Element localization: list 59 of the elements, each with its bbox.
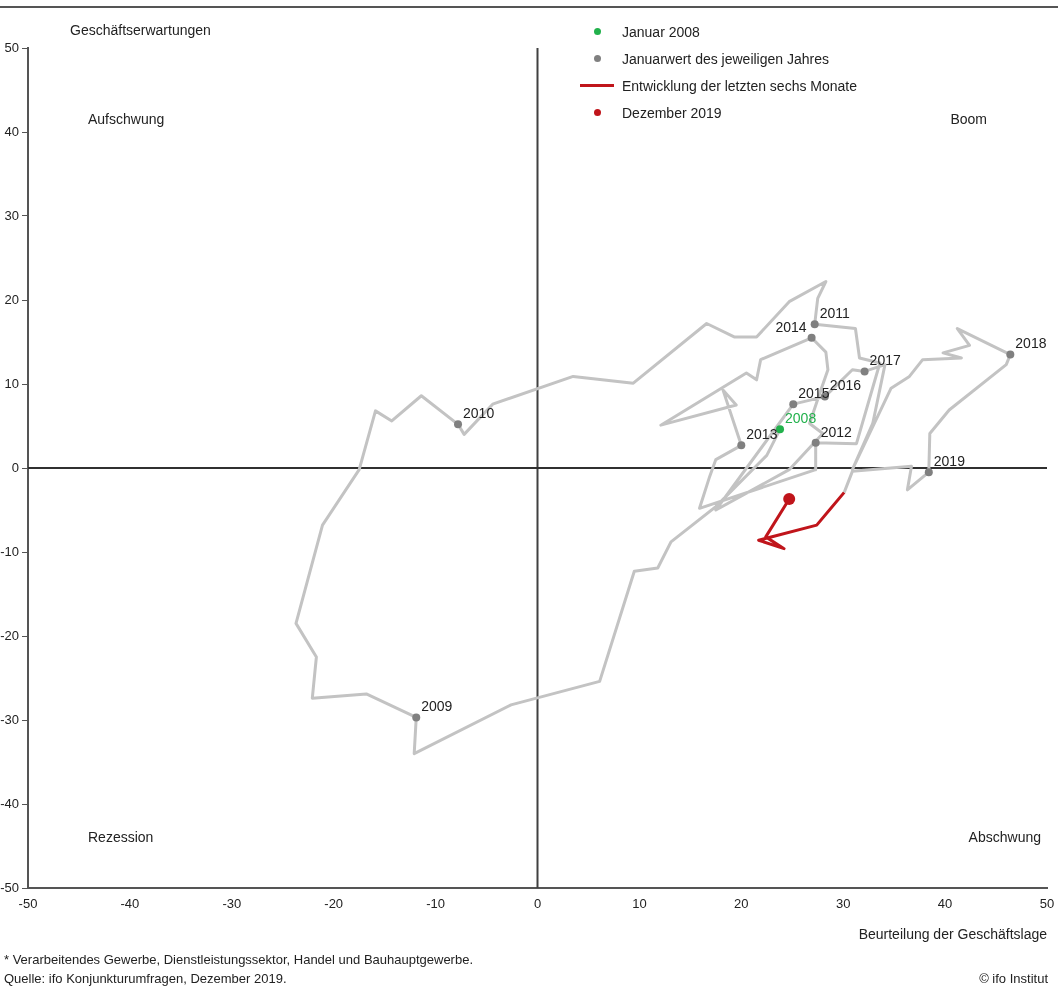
annotation: Aufschwung — [88, 110, 165, 127]
point — [860, 367, 869, 376]
x-tick-label: 10 — [632, 896, 647, 912]
y-tick-label: -30 — [0, 711, 19, 727]
annotation: Abschwung — [968, 828, 1041, 845]
text: © ifo Institut — [979, 970, 1048, 988]
legend-label: Entwicklung der letzten sechs Monate — [622, 77, 858, 94]
annotation: 2015 — [798, 385, 830, 402]
point — [789, 400, 798, 409]
y-tick-label: 40 — [4, 123, 19, 139]
annotation: 2017 — [869, 352, 901, 369]
point — [1006, 350, 1015, 359]
annotation: 2014 — [775, 318, 807, 335]
x-tick-label: -50 — [18, 896, 38, 912]
annotation: Rezession — [88, 828, 154, 845]
source-note: Quelle: ifo Konjunkturumfragen, Dezember 2019. — [4, 971, 287, 986]
text: * Verarbeitendes Gewerbe, Dienstleistungssektor, Handel und Bauhauptgewerbe. — [4, 951, 475, 969]
y-axis-title: Geschäftserwartungen — [70, 22, 211, 38]
legend-label: Januarwert des jeweiligen Jahres — [622, 50, 829, 67]
x-tick-label: 40 — [937, 896, 953, 912]
x-tick-label: -20 — [324, 896, 344, 912]
x-tick-label: -40 — [120, 896, 140, 912]
y-tick-label: -40 — [0, 795, 19, 811]
x-tick-label: 30 — [835, 896, 851, 912]
y-tick-label: 30 — [4, 207, 19, 223]
point — [737, 441, 746, 450]
annotation: 2013 — [746, 426, 778, 443]
y-tick-label: 10 — [4, 375, 19, 391]
annotation: 2018 — [1015, 335, 1047, 352]
point — [810, 320, 819, 329]
x-tick-label: 50 — [1039, 896, 1055, 912]
x-tick-label: 20 — [734, 896, 749, 912]
y-tick-label: -10 — [0, 543, 19, 559]
y-tick-label: -20 — [0, 627, 19, 643]
legend-label: Dezember 2019 — [622, 104, 722, 121]
annotation: 2019 — [933, 453, 966, 470]
point — [412, 713, 421, 722]
y-tick-label: 20 — [4, 291, 19, 307]
x-tick-label: 0 — [533, 896, 542, 912]
annotation: Boom — [950, 110, 987, 127]
annotation: 2010 — [463, 405, 495, 422]
point — [776, 425, 785, 434]
annotation: 2016 — [829, 377, 862, 394]
x-axis-title: Beurteilung der Geschäftslage — [858, 926, 1048, 943]
y-tick-label: 50 — [4, 39, 19, 55]
point — [783, 493, 796, 506]
point — [811, 438, 820, 447]
x-tick-label: -10 — [426, 896, 445, 912]
y-tick-label: -50 — [0, 879, 19, 895]
point — [454, 420, 463, 429]
annotation: 2012 — [820, 423, 853, 440]
y-tick-label: 0 — [11, 459, 19, 475]
annotation: 2008 — [785, 410, 817, 427]
annotation: 2011 — [819, 305, 850, 322]
point — [807, 333, 816, 342]
point — [924, 468, 933, 477]
x-tick-label: -30 — [222, 896, 242, 912]
legend-label: Januar 2008 — [622, 23, 700, 40]
annotation: 2009 — [421, 698, 453, 715]
